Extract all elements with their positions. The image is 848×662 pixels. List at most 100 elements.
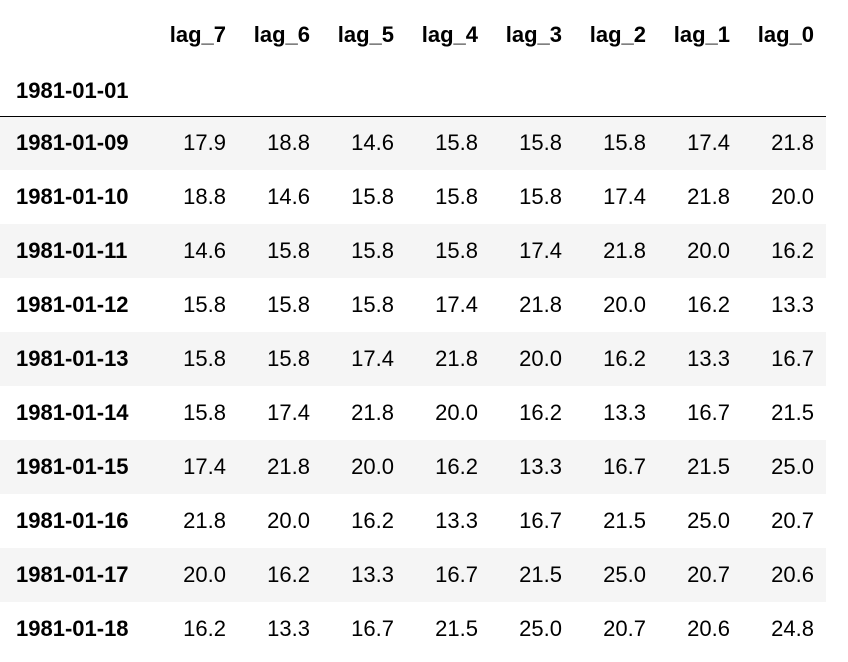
table-cell: 20.7 (771, 508, 814, 533)
table-cell: 21.5 (771, 400, 814, 425)
row-index-label: 1981-01-15 (16, 454, 129, 479)
table-cell: 20.7 (687, 562, 730, 587)
table-cell: 16.7 (435, 562, 478, 587)
column-header-row: lag_7 lag_6 lag_5 lag_4 lag_3 lag_2 lag_… (0, 0, 826, 70)
row-index-label: 1981-01-17 (16, 562, 129, 587)
table-cell: 16.7 (351, 616, 394, 641)
table-row: 1981-01-12 15.8 15.8 15.8 17.4 21.8 20.0 16.2 13… (0, 278, 826, 332)
table-cell: 20.0 (771, 184, 814, 209)
table-cell: 15.8 (519, 130, 562, 156)
table-cell: 24.8 (771, 616, 814, 641)
table-cell: 15.8 (351, 238, 394, 263)
table-cell: 15.8 (519, 184, 562, 209)
column-header: lag_0 (757, 22, 814, 47)
row-index-label: 1981-01-16 (16, 508, 129, 533)
table-cell: 15.8 (351, 184, 394, 209)
table-cell: 20.7 (603, 616, 646, 641)
table-header: lag_7 lag_6 lag_5 lag_4 lag_3 lag_2 lag_… (0, 0, 826, 116)
dataframe-table: lag_7 lag_6 lag_5 lag_4 lag_3 lag_2 lag_… (0, 0, 826, 656)
row-index-label: 1981-01-09 (16, 130, 129, 156)
table-cell: 15.8 (267, 292, 310, 317)
table-cell: 14.6 (183, 238, 226, 263)
table-cell: 17.4 (519, 238, 562, 263)
table-cell: 20.0 (183, 562, 226, 587)
table-cell: 16.2 (771, 238, 814, 263)
table-cell: 20.0 (351, 454, 394, 479)
table-cell: 25.0 (519, 616, 562, 641)
table-row: 1981-01-17 20.0 16.2 13.3 16.7 21.5 25.0 20.7 20… (0, 548, 826, 602)
column-header: lag_2 (589, 22, 646, 47)
table-cell: 25.0 (771, 454, 814, 479)
column-header: lag_1 (673, 22, 730, 47)
table-row: 1981-01-15 17.4 21.8 20.0 16.2 13.3 16.7 21.5 25… (0, 440, 826, 494)
table-row: 1981-01-11 14.6 15.8 15.8 15.8 17.4 21.8 20.0 16… (0, 224, 826, 278)
table-cell: 15.8 (603, 130, 646, 156)
table-cell: 17.4 (603, 184, 646, 209)
table-cell: 15.8 (435, 130, 478, 156)
table-cell: 21.5 (519, 562, 562, 587)
table-cell: 21.8 (435, 346, 478, 371)
table-cell: 14.6 (351, 130, 394, 156)
table-row: 1981-01-10 18.8 14.6 15.8 15.8 15.8 17.4 21.8 20… (0, 170, 826, 224)
index-name: 1981-01-01 (16, 78, 129, 103)
column-header: lag_7 (169, 22, 226, 47)
table-row: 1981-01-18 16.2 13.3 16.7 21.5 25.0 20.7 20.6 24… (0, 602, 826, 656)
table-cell: 18.8 (183, 184, 226, 209)
table-cell: 21.8 (687, 184, 730, 209)
table-cell: 16.2 (351, 508, 394, 533)
table-cell: 13.3 (603, 400, 646, 425)
table-cell: 17.4 (351, 346, 394, 371)
table-cell: 16.2 (687, 292, 730, 317)
index-name-row: 1981-01-01 (0, 70, 826, 116)
table-cell: 21.8 (603, 238, 646, 263)
column-header: lag_6 (253, 22, 310, 47)
row-index-label: 1981-01-11 (16, 238, 128, 263)
table-cell: 16.7 (519, 508, 562, 533)
row-index-label: 1981-01-18 (16, 616, 129, 641)
table-cell: 17.9 (183, 130, 226, 156)
table-cell: 15.8 (183, 400, 226, 425)
table-row: 1981-01-14 15.8 17.4 21.8 20.0 16.2 13.3 16.7 21… (0, 386, 826, 440)
table-cell: 21.5 (603, 508, 646, 533)
table-cell: 21.8 (267, 454, 310, 479)
table-cell: 21.5 (687, 454, 730, 479)
table-cell: 16.2 (267, 562, 310, 587)
table-cell: 16.2 (435, 454, 478, 479)
table-cell: 25.0 (687, 508, 730, 533)
table-cell: 13.3 (267, 616, 310, 641)
table-cell: 20.6 (771, 562, 814, 587)
table-cell: 13.3 (435, 508, 478, 533)
table-cell: 15.8 (435, 238, 478, 263)
table-cell: 16.7 (687, 400, 730, 425)
table-cell: 21.8 (771, 130, 814, 156)
table-cell: 13.3 (771, 292, 814, 317)
table-cell: 14.6 (267, 184, 310, 209)
row-index-label: 1981-01-12 (16, 292, 129, 317)
table-cell: 13.3 (351, 562, 394, 587)
table-body: 1981-01-09 17.9 18.8 14.6 15.8 15.8 15.8 17.4 21… (0, 116, 826, 656)
table-cell: 25.0 (603, 562, 646, 587)
table-cell: 18.8 (267, 130, 310, 156)
table-cell: 15.8 (183, 292, 226, 317)
table-cell: 20.0 (519, 346, 562, 371)
table-cell: 21.8 (183, 508, 226, 533)
column-header: lag_4 (421, 22, 478, 47)
table-cell: 21.8 (519, 292, 562, 317)
table-cell: 15.8 (435, 184, 478, 209)
table-cell: 16.7 (771, 346, 814, 371)
table-cell: 17.4 (183, 454, 226, 479)
table-cell: 16.7 (603, 454, 646, 479)
table-cell: 15.8 (267, 346, 310, 371)
table-cell: 20.0 (603, 292, 646, 317)
table-cell: 15.8 (183, 346, 226, 371)
table-row: 1981-01-09 17.9 18.8 14.6 15.8 15.8 15.8 17.4 21… (0, 116, 826, 170)
table-cell: 20.0 (435, 400, 478, 425)
corner-cell (0, 0, 154, 70)
row-index-label: 1981-01-14 (16, 400, 129, 425)
table-cell: 17.4 (687, 130, 730, 156)
table-cell: 17.4 (435, 292, 478, 317)
table-cell: 21.8 (351, 400, 394, 425)
table-cell: 16.2 (519, 400, 562, 425)
table-cell: 17.4 (267, 400, 310, 425)
table-cell: 20.6 (687, 616, 730, 641)
